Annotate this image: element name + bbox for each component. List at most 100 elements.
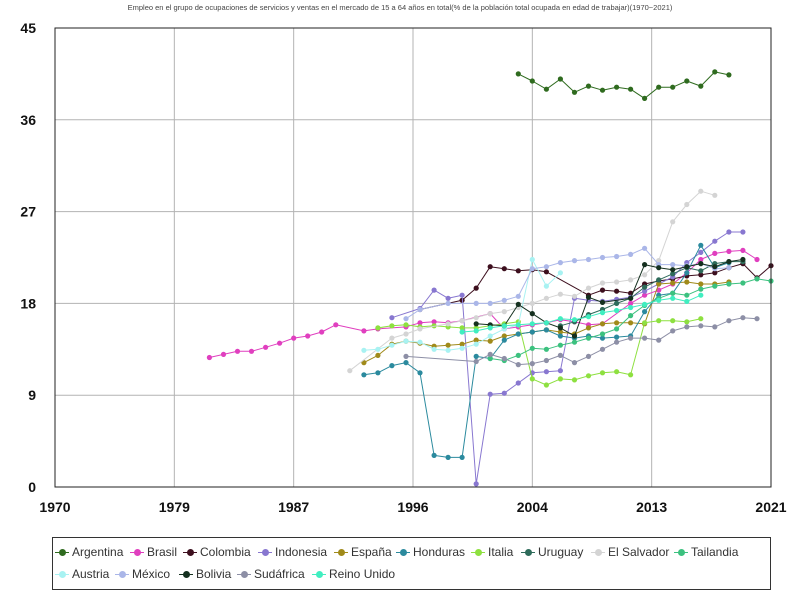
data-point-brasil <box>642 292 648 298</box>
data-point-indonesia <box>501 390 507 396</box>
data-point-reino-unido <box>614 307 620 314</box>
data-point-uruguay <box>656 277 662 283</box>
legend-item-austria[interactable]: Austria <box>55 566 109 582</box>
data-point-el-salvador <box>557 291 564 297</box>
legend-item-italia[interactable]: Italia <box>471 544 513 560</box>
data-point-el-salvador <box>501 309 507 315</box>
data-point-espana <box>684 279 690 285</box>
plot-frame <box>54 27 772 488</box>
data-point-espana <box>487 338 493 344</box>
data-point-mexico <box>670 262 676 268</box>
series-el-salvador <box>347 188 718 374</box>
data-point-bolivia <box>740 256 746 263</box>
series-line-brasil <box>209 249 758 358</box>
data-point-indonesia <box>726 229 732 235</box>
data-point-austria <box>417 339 423 345</box>
legend-item-sudafrica[interactable]: Sudáfrica <box>237 566 305 582</box>
legend-item-espana[interactable]: España <box>334 544 392 560</box>
data-point-reino-unido <box>501 323 507 329</box>
legend-label: Uruguay <box>538 545 584 559</box>
data-point-espana <box>557 329 564 335</box>
data-point-tailandia <box>599 331 606 337</box>
data-point-colombia <box>543 269 550 275</box>
data-point-italia <box>375 325 381 331</box>
data-point-indonesia <box>459 292 465 298</box>
data-point-argentina <box>670 84 676 90</box>
data-point-honduras <box>389 363 395 369</box>
data-point-bolivia <box>585 294 592 300</box>
data-point-bolivia <box>712 264 718 270</box>
legend-label: Colombia <box>200 545 251 559</box>
data-point-mexico <box>529 266 535 272</box>
data-point-mexico <box>501 297 507 303</box>
data-point-indonesia <box>389 315 395 321</box>
data-point-el-salvador <box>684 201 690 208</box>
data-point-bolivia <box>670 267 676 273</box>
data-point-tailandia <box>571 339 578 345</box>
data-point-sudafrica <box>529 361 535 367</box>
data-point-honduras <box>403 360 409 366</box>
data-point-espana <box>614 320 620 326</box>
data-point-tailandia <box>628 313 634 319</box>
data-point-brasil <box>361 328 367 334</box>
data-point-reino-unido <box>473 328 479 334</box>
data-point-brasil <box>206 354 212 361</box>
legend-marker <box>591 546 605 558</box>
y-tick-label: 0 <box>28 479 36 495</box>
legend-item-indonesia[interactable]: Indonesia <box>258 544 327 560</box>
data-point-austria <box>361 347 367 353</box>
legend-item-bolivia[interactable]: Bolivia <box>179 566 231 582</box>
data-point-el-salvador <box>712 192 718 198</box>
data-point-sudafrica <box>712 324 718 330</box>
data-point-italia <box>599 370 606 376</box>
series-line-sudafrica <box>405 317 758 366</box>
legend-item-honduras[interactable]: Honduras <box>396 544 465 560</box>
data-point-sudafrica <box>698 323 704 329</box>
data-point-espana <box>459 341 465 347</box>
legend-label: Italia <box>488 545 514 559</box>
data-point-tailandia <box>670 290 676 296</box>
tick-labels: 0 9 18 27 36 45 1970 1979 1987 1996 2004 2013 2021 <box>20 20 786 515</box>
legend-marker <box>130 546 144 558</box>
data-point-reino-unido <box>585 314 592 320</box>
data-point-uruguay <box>642 284 648 290</box>
y-tick-label: 18 <box>20 295 36 311</box>
data-point-brasil <box>417 320 423 326</box>
data-point-sudafrica <box>557 352 564 358</box>
series-line-el-salvador <box>349 190 715 372</box>
data-point-bolivia <box>656 265 662 271</box>
legend-item-tailandia[interactable]: Tailandia <box>674 544 738 560</box>
legend-label: Brasil <box>147 545 178 559</box>
legend-item-brasil[interactable]: Brasil <box>130 544 177 560</box>
data-point-bolivia <box>726 259 732 265</box>
data-point-mexico <box>403 316 409 322</box>
legend-label: El Salvador <box>608 545 670 559</box>
data-point-bolivia <box>515 301 521 307</box>
data-point-sudafrica <box>670 328 676 334</box>
legend-item-reino-unido[interactable]: Reino Unido <box>312 566 395 582</box>
legend-item-colombia[interactable]: Colombia <box>183 544 251 560</box>
data-point-brasil <box>726 248 732 254</box>
data-point-reino-unido <box>628 304 634 311</box>
legend-item-argentina[interactable]: Argentina <box>55 544 123 560</box>
data-point-reino-unido <box>459 329 465 335</box>
data-point-tailandia <box>740 280 746 286</box>
data-point-austria <box>389 342 395 348</box>
data-point-reino-unido <box>543 320 550 326</box>
data-point-espana <box>599 321 606 327</box>
legend-item-mexico[interactable]: México <box>115 566 170 582</box>
data-point-sudafrica <box>684 324 690 330</box>
legend-item-el-salvador[interactable]: El Salvador <box>591 544 669 560</box>
data-point-sudafrica <box>740 315 746 321</box>
data-point-el-salvador <box>628 277 634 283</box>
data-point-mexico <box>417 306 423 313</box>
data-point-austria <box>529 256 535 263</box>
legend-label: Tailandia <box>691 545 739 559</box>
data-point-tailandia <box>515 352 521 358</box>
legend-item-uruguay[interactable]: Uruguay <box>521 544 583 560</box>
data-point-honduras <box>473 353 479 359</box>
data-point-colombia <box>698 272 704 278</box>
data-point-indonesia <box>487 391 493 397</box>
data-point-colombia <box>599 287 606 293</box>
data-point-bolivia <box>698 261 704 267</box>
